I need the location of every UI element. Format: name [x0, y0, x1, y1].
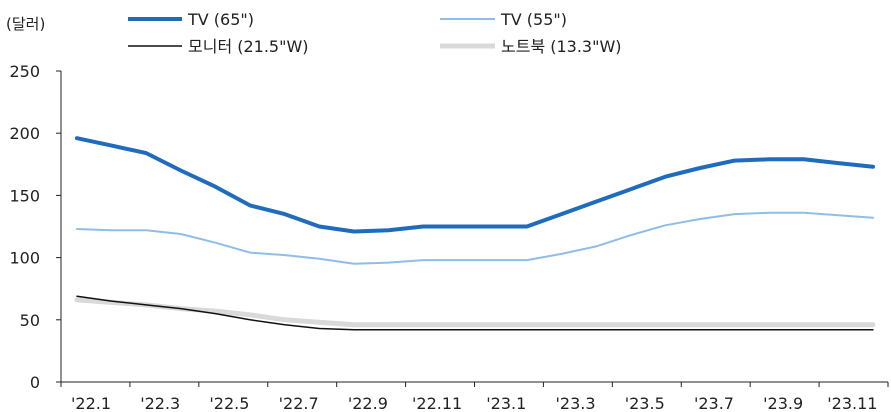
x-tick-label: '22.11 — [412, 394, 462, 412]
legend-label-2: 모니터 (21.5"W) — [188, 37, 309, 56]
legend-label-0: TV (65") — [187, 10, 254, 29]
y-axis-unit-label: (달러) — [6, 15, 46, 33]
x-tick-label: '23.9 — [763, 394, 803, 412]
x-tick-label: '23.1 — [486, 394, 526, 412]
x-tick-label: '22.1 — [71, 394, 111, 412]
series-line-2 — [76, 295, 874, 331]
legend-label-3: 노트북 (13.3"W) — [501, 37, 622, 56]
x-tick-label: '22.7 — [279, 394, 319, 412]
y-tick-label: 250 — [9, 62, 40, 81]
x-tick-label: '22.9 — [348, 394, 388, 412]
y-tick-label: 200 — [9, 124, 40, 143]
legend-label-1: TV (55") — [500, 10, 567, 29]
x-tick-label: '23.5 — [625, 394, 665, 412]
y-tick-label: 100 — [9, 249, 40, 268]
y-tick-label: 50 — [20, 311, 40, 330]
series-line-1 — [76, 211, 874, 265]
x-tick-label: '22.5 — [209, 394, 249, 412]
x-tick-label: '22.3 — [140, 394, 180, 412]
x-tick-label: '23.7 — [694, 394, 734, 412]
series-line-3 — [74, 297, 876, 328]
x-tick-label: '23.3 — [556, 394, 596, 412]
x-tick-label: '23.11 — [827, 394, 877, 412]
y-tick-label: 0 — [30, 373, 40, 392]
y-tick-label: 150 — [9, 186, 40, 205]
series-line-0 — [75, 136, 875, 234]
